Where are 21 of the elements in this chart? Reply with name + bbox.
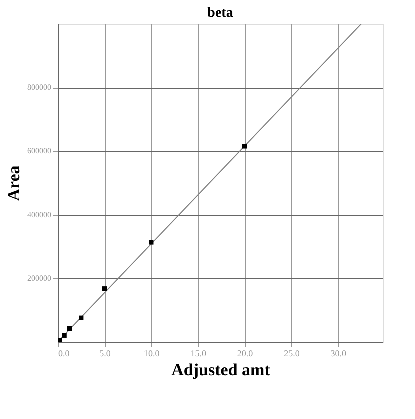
point bbox=[62, 333, 67, 338]
x-axis-title: Adjusted amt bbox=[172, 360, 271, 380]
x-tick-label: 0.0 bbox=[58, 348, 70, 358]
y-tick-label: 800000 bbox=[28, 83, 52, 92]
x-tick-label: 25.0 bbox=[284, 348, 300, 358]
chart-title: beta bbox=[208, 6, 234, 21]
point bbox=[58, 338, 62, 342]
point bbox=[67, 326, 72, 331]
x-tick-label: 10.0 bbox=[144, 348, 160, 358]
y-axis-title: Area bbox=[4, 165, 24, 202]
point bbox=[79, 316, 84, 320]
x-tick-label: 5.0 bbox=[100, 348, 112, 358]
point bbox=[242, 144, 248, 149]
point bbox=[149, 240, 154, 245]
y-tick-label: 200000 bbox=[28, 274, 52, 283]
point bbox=[102, 286, 108, 292]
y-tick-label: 400000 bbox=[28, 210, 52, 220]
x-tick-label: 15.0 bbox=[190, 348, 207, 358]
x-tick-label: 30.0 bbox=[330, 348, 348, 358]
y-tick-label: 600000 bbox=[28, 146, 52, 156]
x-tick-label: 20.0 bbox=[237, 348, 254, 358]
